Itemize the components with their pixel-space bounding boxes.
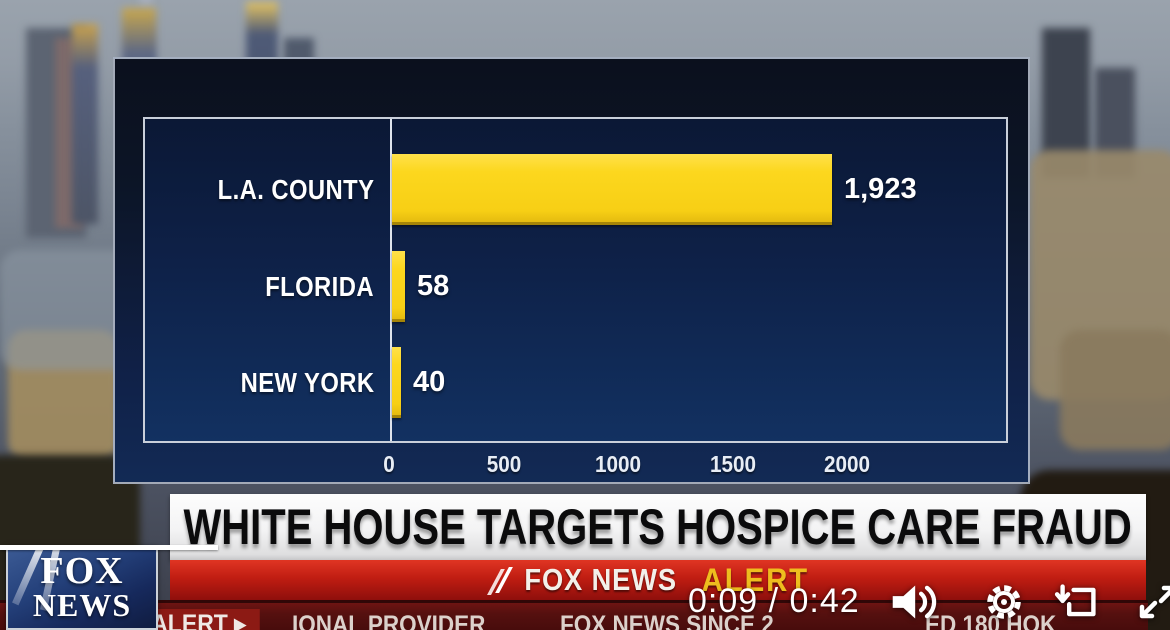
- news-ticker: ALERT ▸ IONAL PROVIDER FOX NEWS SINCE 2 …: [0, 600, 1148, 630]
- fox-news-alert-bar: FOX NEWS ALERT: [170, 560, 1146, 600]
- category-label: NEW YORK: [240, 367, 374, 398]
- ticker-alert-badge: ALERT ▸: [142, 609, 260, 630]
- fox-news-logo: FOX NEWS: [6, 545, 158, 630]
- lower-third-divider-line: [0, 545, 218, 550]
- bar: [392, 154, 832, 225]
- volume-icon[interactable]: [888, 580, 940, 624]
- chart-panel: L.A. COUNTY 1,923 FLORIDA 58 NEW YORK 40 0 500…: [113, 57, 1030, 484]
- logo-text-news: NEWS: [32, 587, 132, 623]
- ticker-text: IONAL PROVIDER: [292, 611, 486, 630]
- bar-row: FLORIDA 58: [145, 250, 1006, 322]
- searchlight-slash-icon: [495, 567, 513, 593]
- value-label: 1,923: [844, 173, 917, 205]
- category-label: L.A. COUNTY: [217, 174, 374, 205]
- headline-text: WHITE HOUSE TARGETS HOSPICE CARE FRAUD: [183, 499, 1133, 555]
- settings-gear-icon[interactable]: [978, 580, 1030, 624]
- headline-banner: WHITE HOUSE TARGETS HOSPICE CARE FRAUD: [170, 494, 1146, 560]
- x-tick-label: 0: [383, 451, 395, 477]
- x-tick-label: 500: [486, 451, 521, 477]
- alert-word-text: ALERT: [702, 561, 810, 598]
- chart-plot-area: L.A. COUNTY 1,923 FLORIDA 58 NEW YORK 40: [143, 117, 1008, 443]
- bar-row: NEW YORK 40: [145, 347, 1006, 418]
- category-label: FLORIDA: [265, 270, 374, 302]
- bar: [392, 347, 401, 418]
- x-tick-label: 2000: [823, 451, 871, 477]
- ticker-text: ED 180 HOK: [925, 611, 1057, 630]
- y-axis-line: [390, 119, 392, 441]
- ticker-text: FOX NEWS SINCE 2: [560, 611, 774, 630]
- miniplayer-icon[interactable]: [1052, 580, 1104, 624]
- bar-row: L.A. COUNTY 1,923: [145, 154, 1006, 225]
- bar: [392, 250, 405, 322]
- value-label: 40: [413, 366, 446, 398]
- x-tick-label: 1500: [709, 451, 756, 477]
- fullscreen-icon[interactable]: [1130, 580, 1170, 624]
- x-tick-label: 1000: [594, 451, 642, 477]
- alert-brand-text: FOX NEWS: [524, 562, 677, 597]
- value-label: 58: [417, 269, 450, 302]
